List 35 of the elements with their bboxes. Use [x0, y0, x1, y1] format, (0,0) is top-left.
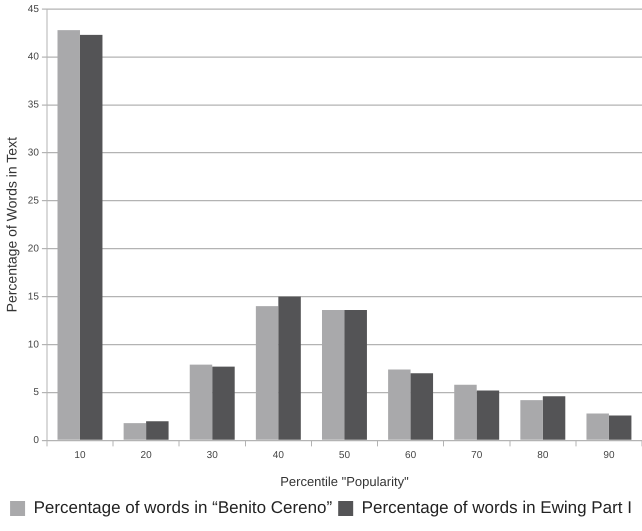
x-tick-label: 30	[206, 450, 218, 462]
bar	[608, 415, 632, 440]
y-tick-label: 15	[28, 291, 40, 302]
y-tick-label: 20	[28, 243, 40, 254]
y-tick-label: 25	[28, 195, 40, 206]
y-tick-label: 40	[28, 52, 40, 63]
legend-label: Percentage of words in Ewing Part I	[362, 498, 632, 518]
x-tick-label: 10	[74, 450, 86, 462]
y-tick-label: 35	[28, 100, 40, 111]
x-tick-label: 40	[272, 450, 284, 462]
bar	[344, 310, 367, 440]
bar	[278, 296, 301, 440]
bar	[520, 400, 543, 440]
bar	[542, 396, 566, 440]
y-tick-label: 30	[28, 148, 40, 159]
x-axis-title: Percentile "Popularity"	[280, 474, 410, 489]
bar	[80, 34, 102, 440]
x-tick-label: 80	[537, 450, 549, 462]
bar	[586, 414, 609, 440]
x-tick-label: 20	[140, 450, 152, 462]
y-tick-label: 45	[28, 4, 40, 15]
y-tick-label: 0	[33, 435, 40, 446]
bar	[146, 421, 169, 440]
bar	[476, 390, 500, 440]
y-tick-label: 5	[33, 387, 40, 398]
x-tick-label: 50	[338, 450, 350, 462]
x-tick-label: 60	[405, 450, 417, 462]
x-tick-label: 70	[471, 450, 483, 462]
bar	[410, 373, 434, 440]
y-axis-title: Percentage of Words in Text	[3, 136, 20, 312]
bar	[124, 423, 146, 440]
legend-label: Percentage of words in “Benito Cereno”	[34, 498, 333, 518]
y-tick-label: 10	[28, 339, 40, 350]
x-tick-label: 90	[603, 450, 615, 462]
bar	[212, 366, 235, 440]
